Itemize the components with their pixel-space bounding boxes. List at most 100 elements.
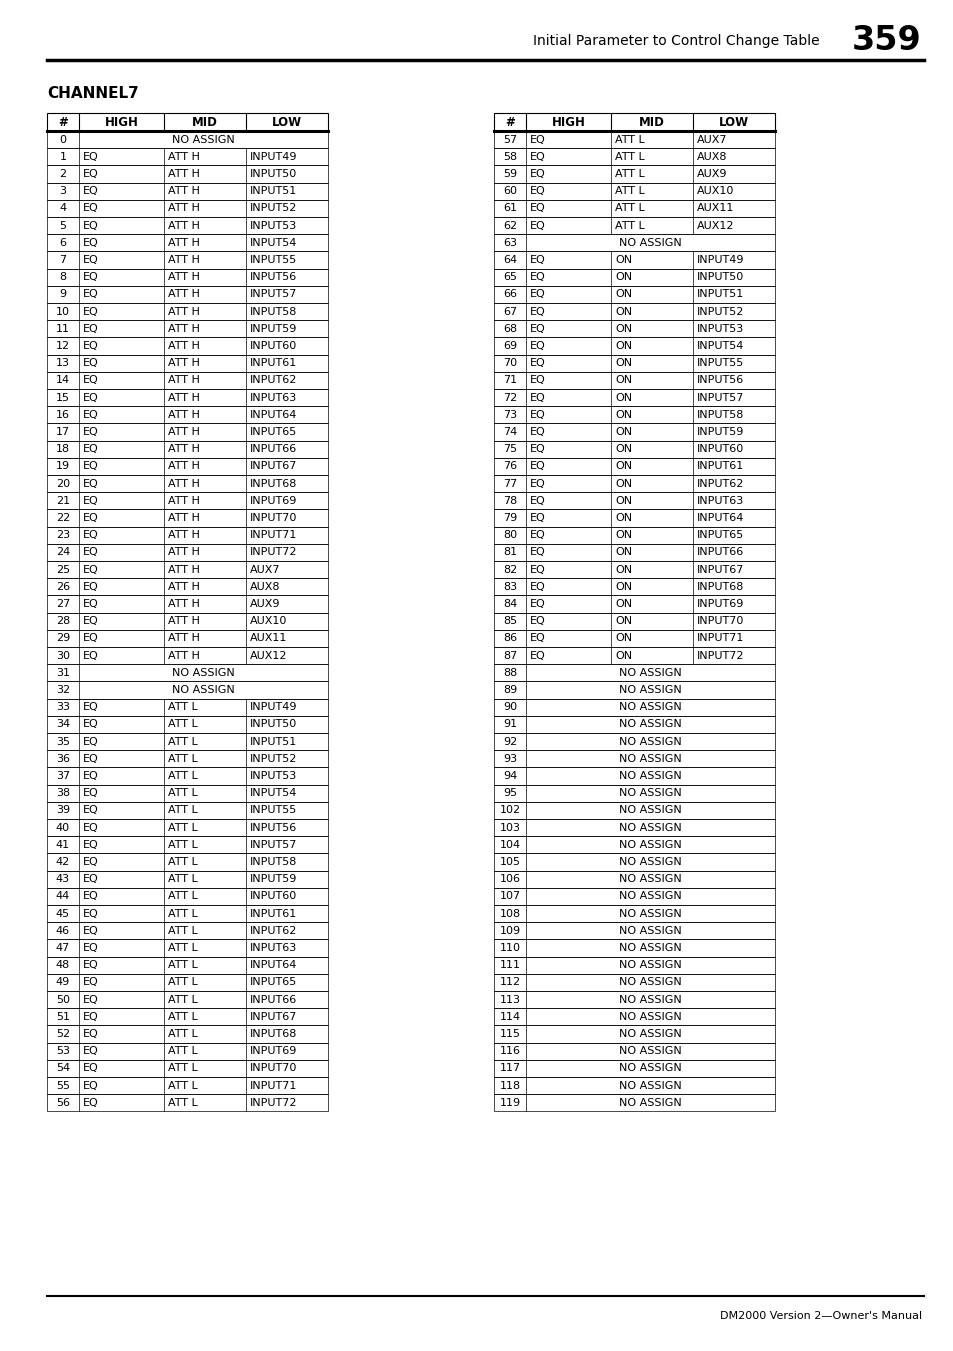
Text: ATT H: ATT H [168, 547, 200, 558]
Text: 359: 359 [851, 24, 921, 58]
Text: MID: MID [192, 115, 217, 128]
Bar [494, 854, 774, 870]
Bar [494, 476, 774, 492]
Text: ATT H: ATT H [168, 496, 200, 505]
Text: INPUT66: INPUT66 [250, 444, 297, 454]
Bar [47, 131, 328, 149]
Text: NO ASSIGN: NO ASSIGN [618, 977, 681, 988]
Text: 92: 92 [502, 736, 517, 747]
Text: EQ: EQ [530, 478, 545, 489]
Text: CHANNEL7: CHANNEL7 [47, 85, 138, 100]
Text: INPUT59: INPUT59 [697, 427, 743, 436]
Text: 74: 74 [502, 427, 517, 436]
Text: NO ASSIGN: NO ASSIGN [172, 135, 234, 145]
Text: ON: ON [615, 530, 632, 540]
Text: 118: 118 [499, 1081, 520, 1090]
Text: 60: 60 [502, 186, 517, 196]
Text: ATT H: ATT H [168, 204, 200, 213]
Text: ATT L: ATT L [168, 805, 197, 816]
Text: NO ASSIGN: NO ASSIGN [618, 736, 681, 747]
Text: EQ: EQ [83, 324, 99, 334]
Text: ATT H: ATT H [168, 272, 200, 282]
Text: NO ASSIGN: NO ASSIGN [618, 925, 681, 936]
Bar [494, 1059, 774, 1077]
Bar [47, 113, 328, 131]
Text: HIGH: HIGH [105, 115, 138, 128]
Text: EQ: EQ [83, 703, 99, 712]
Bar [494, 251, 774, 269]
Text: EQ: EQ [530, 186, 545, 196]
Text: EQ: EQ [530, 651, 545, 661]
Text: 67: 67 [502, 307, 517, 316]
Text: AUX12: AUX12 [697, 220, 734, 231]
Text: ATT H: ATT H [168, 307, 200, 316]
Text: 11: 11 [56, 324, 70, 334]
Text: 116: 116 [499, 1046, 520, 1056]
Text: INPUT53: INPUT53 [250, 771, 297, 781]
Bar [47, 165, 328, 182]
Text: 14: 14 [56, 376, 70, 385]
Text: ON: ON [615, 496, 632, 505]
Text: 16: 16 [56, 409, 70, 420]
Text: ON: ON [615, 340, 632, 351]
Text: AUX9: AUX9 [697, 169, 727, 178]
Text: INPUT55: INPUT55 [250, 255, 297, 265]
Text: ATT H: ATT H [168, 616, 200, 627]
Text: ATT L: ATT L [168, 1063, 197, 1074]
Text: 89: 89 [502, 685, 517, 694]
Text: AUX7: AUX7 [250, 565, 280, 574]
Text: AUX10: AUX10 [697, 186, 734, 196]
Text: INPUT65: INPUT65 [250, 427, 297, 436]
Text: INPUT49: INPUT49 [250, 151, 297, 162]
Bar [47, 149, 328, 165]
Text: INPUT52: INPUT52 [250, 754, 297, 763]
Text: EQ: EQ [530, 307, 545, 316]
Text: EQ: EQ [530, 582, 545, 592]
Text: 63: 63 [502, 238, 517, 247]
Text: Initial Parameter to Control Change Table: Initial Parameter to Control Change Tabl… [533, 34, 820, 49]
Text: NO ASSIGN: NO ASSIGN [618, 685, 681, 694]
Text: ATT H: ATT H [168, 462, 200, 471]
Text: NO ASSIGN: NO ASSIGN [618, 754, 681, 763]
Text: ATT H: ATT H [168, 169, 200, 178]
Text: INPUT49: INPUT49 [250, 703, 297, 712]
Text: INPUT65: INPUT65 [250, 977, 297, 988]
Text: NO ASSIGN: NO ASSIGN [618, 1012, 681, 1021]
Bar [47, 440, 328, 458]
Text: ON: ON [615, 547, 632, 558]
Text: ATT L: ATT L [168, 788, 197, 798]
Bar [494, 767, 774, 785]
Text: 23: 23 [56, 530, 70, 540]
Text: EQ: EQ [530, 513, 545, 523]
Text: ATT H: ATT H [168, 238, 200, 247]
Bar [47, 200, 328, 218]
Text: EQ: EQ [83, 393, 99, 403]
Text: EQ: EQ [530, 340, 545, 351]
Text: 65: 65 [502, 272, 517, 282]
Text: 80: 80 [502, 530, 517, 540]
Text: ATT H: ATT H [168, 220, 200, 231]
Text: LOW: LOW [272, 115, 302, 128]
Text: NO ASSIGN: NO ASSIGN [618, 961, 681, 970]
Text: EQ: EQ [83, 943, 99, 952]
Text: NO ASSIGN: NO ASSIGN [172, 667, 234, 678]
Text: 57: 57 [502, 135, 517, 145]
Text: EQ: EQ [83, 462, 99, 471]
Text: INPUT63: INPUT63 [250, 943, 297, 952]
Text: INPUT60: INPUT60 [250, 892, 297, 901]
Text: EQ: EQ [83, 805, 99, 816]
Bar [494, 492, 774, 509]
Text: 22: 22 [56, 513, 71, 523]
Text: NO ASSIGN: NO ASSIGN [618, 1063, 681, 1074]
Bar [47, 354, 328, 372]
Text: ATT L: ATT L [168, 703, 197, 712]
Text: ATT H: ATT H [168, 651, 200, 661]
Text: INPUT55: INPUT55 [697, 358, 743, 369]
Text: INPUT56: INPUT56 [697, 376, 743, 385]
Text: 7: 7 [59, 255, 67, 265]
Text: INPUT57: INPUT57 [250, 289, 297, 300]
Text: EQ: EQ [83, 513, 99, 523]
Text: NO ASSIGN: NO ASSIGN [618, 943, 681, 952]
Text: ATT L: ATT L [168, 925, 197, 936]
Text: 87: 87 [502, 651, 517, 661]
